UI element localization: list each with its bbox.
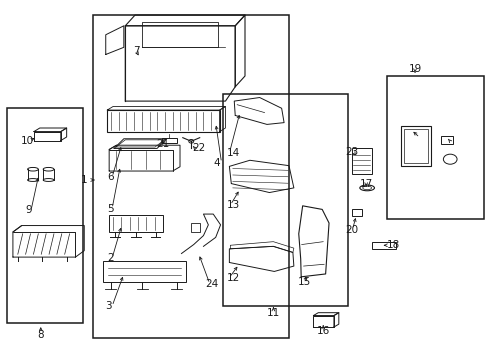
Text: 23: 23 [345,147,358,157]
Text: 20: 20 [345,225,358,235]
Text: 12: 12 [226,273,240,283]
Text: 10: 10 [21,136,34,145]
Bar [191,223,200,232]
Text: 13: 13 [226,200,240,210]
Text: 2: 2 [107,253,114,263]
Text: 21: 21 [156,139,170,149]
Bar [6,108,83,323]
Text: 7: 7 [134,46,140,56]
Text: 11: 11 [267,308,280,318]
Bar [352,210,362,216]
Text: 14: 14 [226,148,240,158]
Text: 1: 1 [81,175,88,185]
Text: 16: 16 [317,325,330,336]
Bar [103,261,186,282]
Bar [404,129,428,163]
Bar [109,215,163,232]
Circle shape [189,139,194,143]
Text: 9: 9 [25,206,32,216]
Bar [441,136,453,144]
Text: 18: 18 [387,240,400,250]
Text: 5: 5 [107,204,114,214]
Bar [351,148,372,174]
Text: 6: 6 [107,172,114,182]
Text: 24: 24 [205,279,218,289]
Text: 22: 22 [192,143,205,153]
Text: 19: 19 [408,64,422,74]
Text: 4: 4 [213,158,220,168]
Text: 8: 8 [37,330,44,340]
Text: 3: 3 [105,301,111,311]
Bar [107,110,220,132]
Bar [162,138,176,143]
Bar [93,15,289,338]
Bar [401,126,431,166]
Bar [372,242,396,249]
Bar [387,76,485,220]
Text: 17: 17 [360,179,373,189]
Text: 15: 15 [298,277,311,287]
Bar [223,94,347,306]
